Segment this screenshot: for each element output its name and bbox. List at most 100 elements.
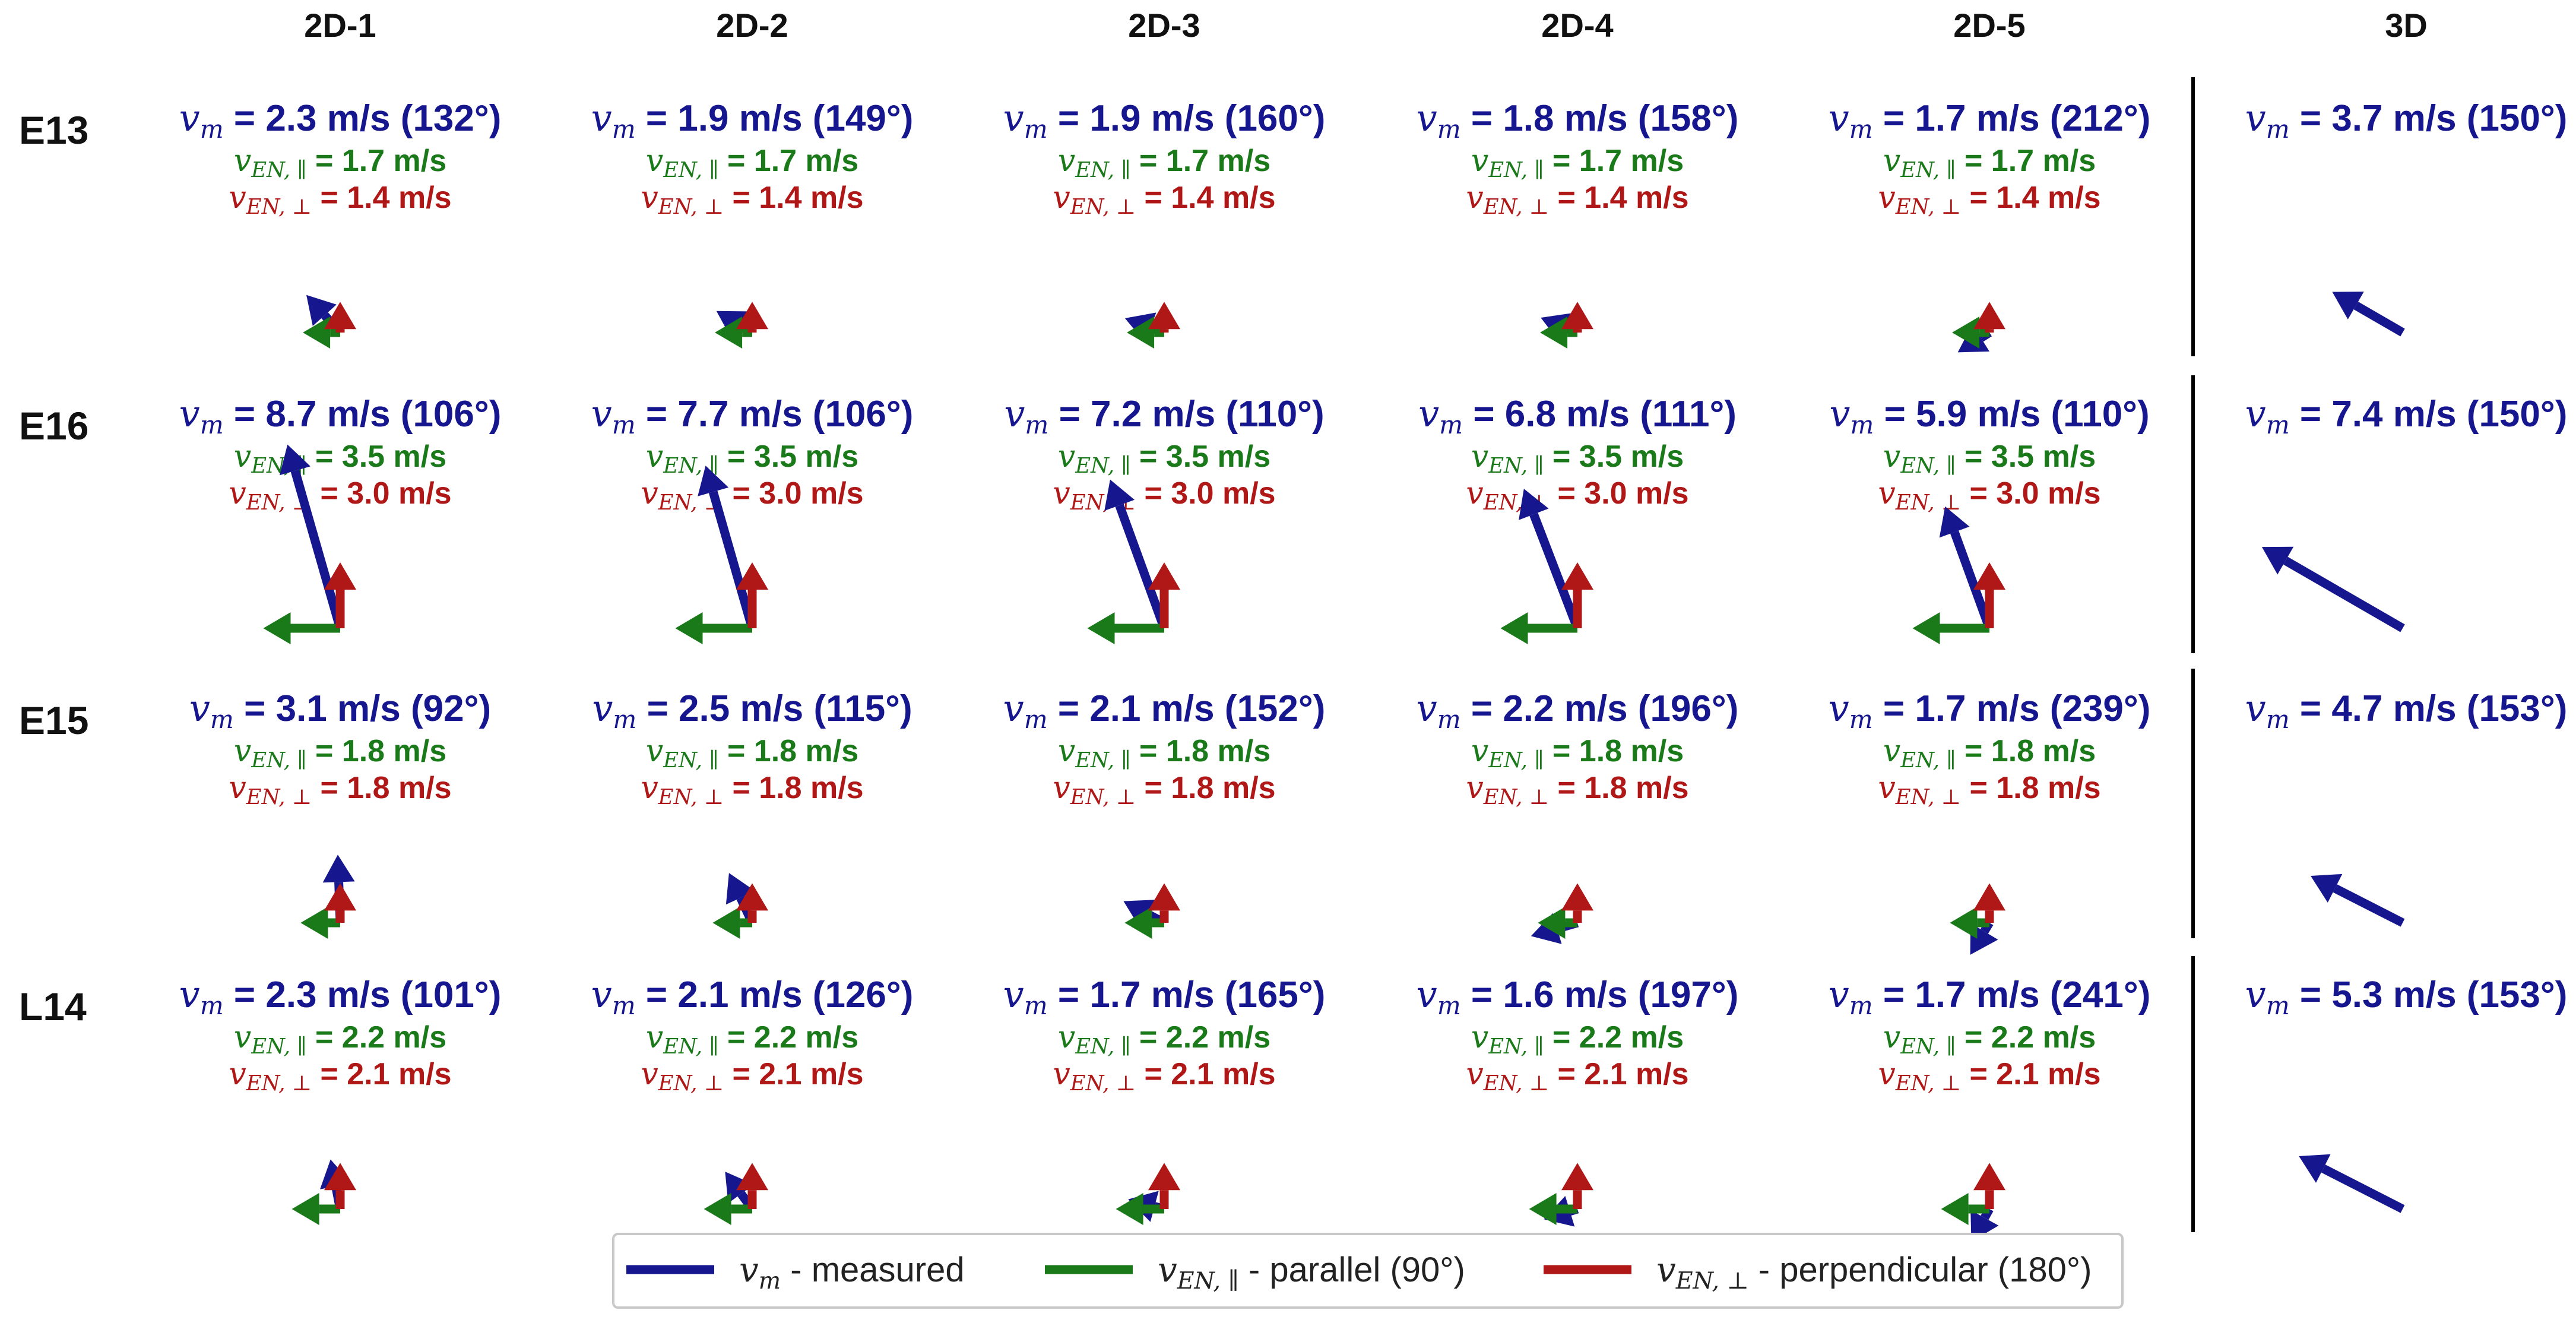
perpendicular-arrow (1973, 883, 2005, 923)
row-label: E15 (19, 698, 88, 742)
parallel-velocity-label: vEN, ∥ = 1.8 m/s (234, 733, 446, 773)
parallel-velocity-label: vEN, ∥ = 3.5 m/s (1883, 439, 2096, 478)
row-label: L14 (19, 985, 87, 1028)
parallel-velocity-label: vEN, ∥ = 1.7 m/s (1058, 143, 1270, 182)
column-headers: 2D-1 2D-2 2D-3 2D-4 2D-5 3D (304, 7, 2427, 44)
measured-arrow (698, 466, 757, 630)
column-header: 2D-2 (716, 7, 788, 44)
cell-L14-2D-1: vm = 2.3 m/s (101°)vEN, ∥ = 2.2 m/svEN, … (179, 973, 501, 1225)
parallel-velocity-label: vEN, ∥ = 3.5 m/s (1471, 439, 1684, 478)
measured-arrow (2311, 874, 2405, 927)
measured-arrow (1104, 479, 1169, 630)
parallel-arrow (263, 612, 340, 644)
perpendicular-velocity-label: vEN, ⊥ = 3.0 m/s (229, 476, 451, 515)
measured-velocity-label: vm = 1.7 m/s (212°) (1829, 96, 2151, 144)
measured-arrow (1519, 489, 1582, 630)
parallel-arrow (300, 907, 340, 939)
perpendicular-arrow (1561, 562, 1593, 628)
parallel-velocity-label: vEN, ∥ = 3.5 m/s (234, 439, 446, 478)
perpendicular-velocity-label: vEN, ⊥ = 1.4 m/s (641, 180, 863, 219)
legend-label-measured: vm - measured (739, 1249, 965, 1295)
legend: vm - measured vEN, ∥ - parallel (90°) vEN,… (612, 1233, 2124, 1309)
column-header: 2D-3 (1128, 7, 1200, 44)
cell-E16-2D-5: vm = 5.9 m/s (110°)vEN, ∥ = 3.5 m/svEN, … (1829, 392, 2150, 644)
parallel-arrow (1912, 612, 1989, 644)
perpendicular-velocity-label: vEN, ⊥ = 1.8 m/s (1466, 770, 1688, 809)
perpendicular-arrow (1148, 1163, 1180, 1209)
cell-E15-2D-2: vm = 2.5 m/s (115°)vEN, ∥ = 1.8 m/svEN, … (592, 686, 912, 939)
parallel-velocity-label: vEN, ∥ = 1.8 m/s (1471, 733, 1684, 773)
parallel-velocity-label: vEN, ∥ = 1.8 m/s (646, 733, 858, 773)
perpendicular-velocity-label: vEN, ⊥ = 2.1 m/s (1878, 1056, 2100, 1096)
measured-arrow (2261, 546, 2405, 632)
perpendicular-arrow (736, 302, 768, 333)
parallel-velocity-label: vEN, ∥ = 1.8 m/s (1883, 733, 2096, 773)
perpendicular-velocity-label: vEN, ⊥ = 1.4 m/s (229, 180, 451, 219)
perpendicular-arrow (1148, 302, 1180, 333)
parallel-velocity-label: vEN, ∥ = 2.2 m/s (646, 1020, 858, 1059)
cell-E16-2D-4: vm = 6.8 m/s (111°)vEN, ∥ = 3.5 m/svEN, … (1418, 392, 1737, 644)
cell-E16-3D: vm = 7.4 m/s (150°) (2245, 392, 2567, 632)
perpendicular-velocity-label: vEN, ⊥ = 2.1 m/s (229, 1056, 451, 1096)
cell-E13-3D: vm = 3.7 m/s (150°) (2245, 96, 2567, 337)
perpendicular-arrow (736, 562, 768, 628)
perpendicular-velocity-label: vEN, ⊥ = 1.4 m/s (1466, 180, 1688, 219)
parallel-arrow (291, 1193, 340, 1225)
parallel-velocity-label: vEN, ∥ = 3.5 m/s (1058, 439, 1270, 478)
perpendicular-velocity-label: vEN, ⊥ = 3.0 m/s (1466, 476, 1688, 515)
perpendicular-arrow (1148, 883, 1180, 923)
parallel-arrow (1500, 612, 1577, 644)
measured-velocity-label: vm = 1.7 m/s (165°) (1003, 973, 1326, 1020)
legend-box (612, 1233, 2124, 1309)
measured-velocity-label: vm = 1.7 m/s (241°) (1829, 973, 2151, 1020)
measured-arrow (279, 444, 345, 630)
parallel-velocity-label: vEN, ∥ = 2.2 m/s (1058, 1020, 1270, 1059)
perpendicular-arrow (1148, 562, 1180, 628)
column-header: 3D (2385, 7, 2428, 44)
measured-velocity-label: vm = 5.3 m/s (153°) (2245, 973, 2568, 1020)
perpendicular-velocity-label: vEN, ⊥ = 1.8 m/s (641, 770, 863, 809)
parallel-velocity-label: vEN, ∥ = 1.7 m/s (646, 143, 858, 182)
perpendicular-velocity-label: vEN, ⊥ = 2.1 m/s (1053, 1056, 1275, 1096)
measured-velocity-label: vm = 1.6 m/s (197°) (1417, 973, 1739, 1020)
parallel-velocity-label: vEN, ∥ = 1.8 m/s (1058, 733, 1270, 773)
column-header: 2D-4 (1541, 7, 1613, 44)
cell-L14-2D-2: vm = 2.1 m/s (126°)vEN, ∥ = 2.2 m/svEN, … (591, 973, 914, 1225)
parallel-arrow (675, 612, 752, 644)
perpendicular-arrow (1561, 883, 1593, 923)
perpendicular-velocity-label: vEN, ⊥ = 1.4 m/s (1878, 180, 2100, 219)
perpendicular-velocity-label: vEN, ⊥ = 1.8 m/s (1878, 770, 2100, 809)
parallel-arrow (1116, 1193, 1164, 1225)
measured-velocity-label: vm = 5.9 m/s (110°) (1829, 392, 2149, 439)
measured-velocity-label: vm = 2.2 m/s (196°) (1417, 686, 1739, 734)
measured-velocity-label: vm = 1.9 m/s (149°) (591, 96, 914, 144)
cell-L14-2D-3: vm = 1.7 m/s (165°)vEN, ∥ = 2.2 m/svEN, … (1003, 973, 1326, 1225)
measured-velocity-label: vm = 2.1 m/s (152°) (1003, 686, 1326, 734)
cell-E15-2D-3: vm = 2.1 m/s (152°)vEN, ∥ = 1.8 m/svEN, … (1003, 686, 1326, 939)
cell-E13-2D-5: vm = 1.7 m/s (212°)vEN, ∥ = 1.7 m/svEN, … (1829, 96, 2151, 353)
measured-velocity-label: vm = 2.3 m/s (132°) (179, 96, 502, 144)
measured-arrow (2332, 292, 2405, 337)
measured-velocity-label: vm = 2.5 m/s (115°) (592, 686, 912, 734)
legend-label-parallel: vEN, ∥ - parallel (90°) (1158, 1249, 1465, 1295)
parallel-velocity-label: vEN, ∥ = 1.7 m/s (1883, 143, 2096, 182)
perpendicular-arrow (324, 883, 356, 923)
measured-arrow (2299, 1154, 2405, 1213)
measured-velocity-label: vm = 2.1 m/s (126°) (591, 973, 914, 1020)
row-headers: E13 E16 E15 L14 (19, 108, 88, 1028)
measured-arrow (1939, 506, 1994, 630)
cell-L14-2D-4: vm = 1.6 m/s (197°)vEN, ∥ = 2.2 m/svEN, … (1417, 973, 1739, 1227)
parallel-velocity-label: vEN, ∥ = 1.7 m/s (1471, 143, 1684, 182)
measured-velocity-label: vm = 1.9 m/s (160°) (1003, 96, 1326, 144)
parallel-velocity-label: vEN, ∥ = 2.2 m/s (234, 1020, 446, 1059)
cell-L14-2D-5: vm = 1.7 m/s (241°)vEN, ∥ = 2.2 m/svEN, … (1829, 973, 2151, 1242)
cell-grid: vm = 2.3 m/s (132°)vEN, ∥ = 1.7 m/svEN, … (179, 96, 2568, 1242)
perpendicular-arrow (324, 1163, 356, 1209)
row-label: E16 (19, 404, 88, 448)
perpendicular-velocity-label: vEN, ⊥ = 3.0 m/s (1053, 476, 1275, 515)
measured-velocity-label: vm = 6.8 m/s (111°) (1418, 392, 1737, 439)
perpendicular-velocity-label: vEN, ⊥ = 3.0 m/s (1878, 476, 2100, 515)
cell-E16-2D-1: vm = 8.7 m/s (106°)vEN, ∥ = 3.5 m/svEN, … (179, 392, 501, 644)
perpendicular-arrow (1973, 562, 2005, 628)
